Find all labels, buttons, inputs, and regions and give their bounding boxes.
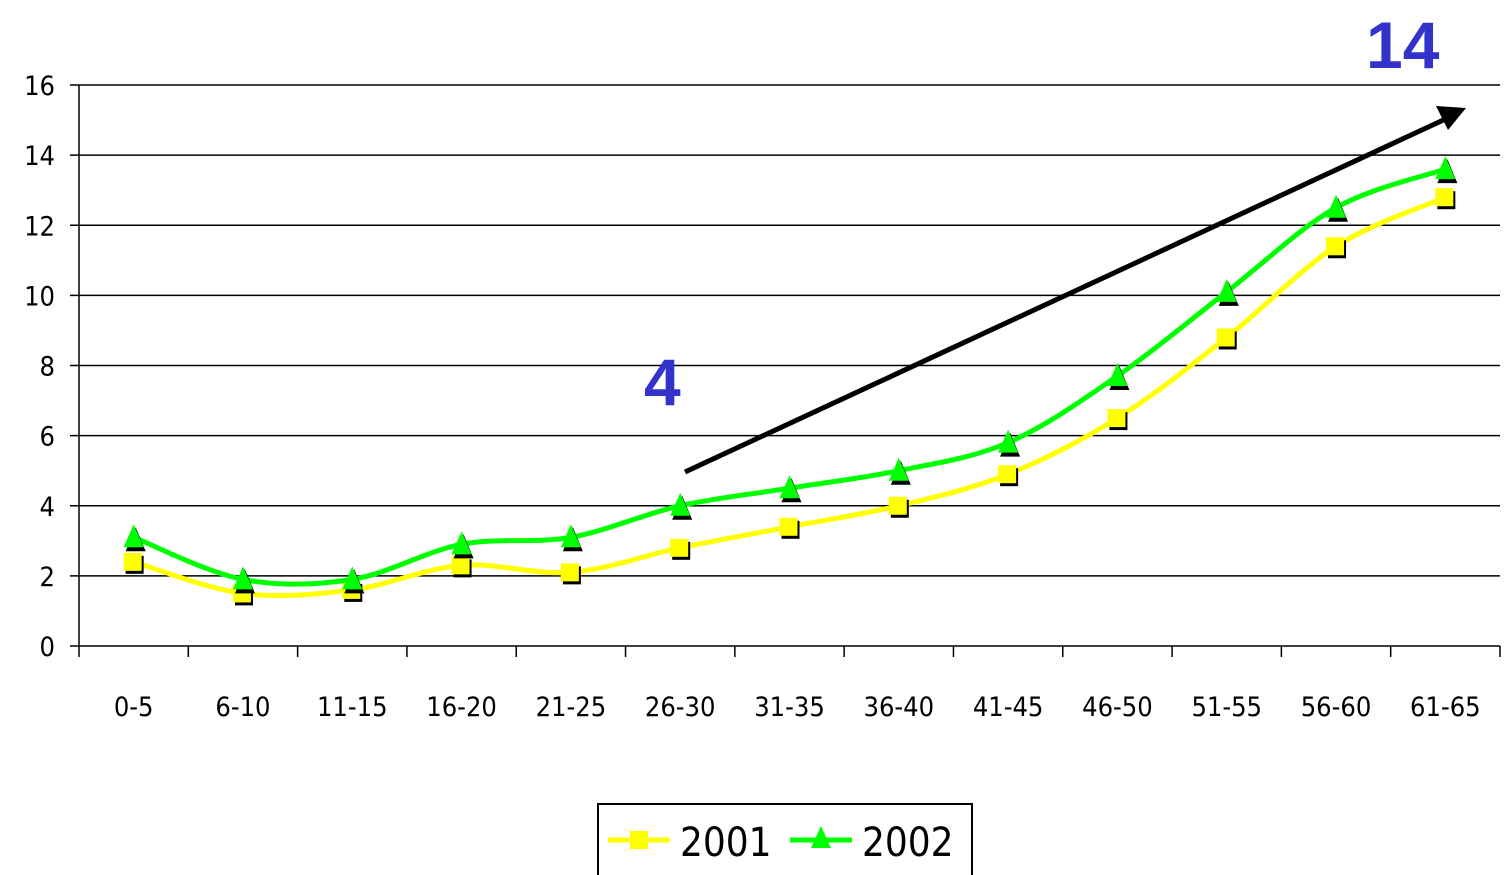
x-tick-label: 0-5 [114, 692, 154, 723]
data-point-2001-56-60 [1326, 237, 1347, 259]
data-point-2002-6-10 [232, 566, 255, 594]
marker-triangle [560, 524, 581, 548]
x-tick-label: 61-65 [1410, 692, 1481, 723]
data-point-2001-36-40 [888, 496, 909, 518]
data-point-2001-46-50 [1107, 409, 1128, 431]
marker-triangle [670, 492, 691, 516]
y-tick-label: 2 [40, 562, 55, 593]
marker-square [560, 563, 579, 582]
marker-triangle [1216, 278, 1237, 302]
legend-marker-2002 [811, 826, 831, 848]
data-point-2001-61-65 [1435, 188, 1456, 210]
marker-triangle [1326, 194, 1347, 218]
marker-square [451, 556, 470, 575]
data-point-2001-0-5 [123, 552, 144, 574]
data-point-2002-36-40 [888, 457, 911, 485]
data-point-2002-41-45 [998, 429, 1021, 457]
marker-triangle [342, 566, 363, 590]
data-point-2002-16-20 [451, 531, 474, 559]
marker-triangle [1107, 363, 1128, 387]
data-point-2002-56-60 [1326, 194, 1349, 222]
data-point-2001-21-25 [560, 563, 581, 585]
y-tick-label: 4 [40, 492, 55, 523]
data-point-2001-41-45 [998, 465, 1019, 487]
x-tick-label: 31-35 [754, 692, 825, 723]
series-group [123, 156, 1458, 606]
x-tick-label: 51-55 [1191, 692, 1262, 723]
marker-square [123, 552, 142, 571]
x-tick-label: 16-20 [426, 692, 497, 723]
marker-triangle [888, 457, 909, 481]
x-tick-label: 11-15 [317, 692, 388, 723]
marker-square [1107, 409, 1126, 428]
legend-marker-2001 [630, 831, 648, 849]
marker-triangle [779, 475, 800, 499]
marker-triangle [1435, 156, 1456, 180]
x-tick-label: 26-30 [645, 692, 716, 723]
x-tick-label: 46-50 [1082, 692, 1153, 723]
marker-square [670, 538, 689, 557]
marker-square [998, 465, 1017, 484]
x-tick-label: 56-60 [1301, 692, 1372, 723]
axes: 0 2 4 6 8 10 12 14 16 0-5 6-10 11-15 16-20 21-25 26-30… [24, 71, 1501, 723]
trend-arrow [683, 113, 1454, 475]
data-point-2001-51-55 [1216, 328, 1237, 350]
trend-arrow-head [1436, 106, 1466, 130]
x-tick-label: 6-10 [215, 692, 270, 723]
marker-square [779, 517, 798, 536]
annotations: 4 14 [644, 8, 1466, 475]
data-point-2001-26-30 [670, 538, 691, 560]
data-point-2001-16-20 [451, 556, 472, 578]
y-tick-label: 12 [24, 211, 55, 242]
annotation-start-value: 4 [644, 345, 681, 419]
marker-triangle [123, 524, 144, 548]
marker-square [888, 496, 907, 515]
marker-triangle [998, 429, 1019, 453]
legend-label-2002: 2002 [862, 820, 954, 866]
y-tick-label: 16 [24, 71, 55, 102]
legend: 2001 2002 [597, 803, 973, 875]
marker-square [1435, 188, 1454, 207]
data-point-2002-51-55 [1216, 278, 1239, 306]
y-tick-label: 8 [40, 352, 55, 383]
data-point-2002-26-30 [670, 492, 693, 520]
x-tick-label: 21-25 [536, 692, 607, 723]
data-point-2002-0-5 [123, 524, 146, 552]
data-point-2002-11-15 [342, 566, 365, 594]
y-tick-label: 0 [40, 632, 55, 663]
legend-label-2001: 2001 [680, 820, 772, 866]
y-tick-label: 14 [24, 141, 55, 172]
annotation-end-value: 14 [1366, 8, 1440, 82]
marker-square [1216, 328, 1235, 347]
marker-square [1326, 237, 1345, 256]
gridlines [79, 84, 1500, 577]
y-tick-label: 10 [24, 281, 55, 312]
marker-triangle [232, 566, 253, 590]
y-tick-label: 6 [40, 422, 55, 453]
data-point-2002-31-35 [779, 475, 802, 503]
data-point-2001-31-35 [779, 517, 800, 539]
data-point-2002-21-25 [560, 524, 583, 552]
x-tick-label: 36-40 [864, 692, 935, 723]
data-point-2002-46-50 [1107, 363, 1130, 391]
data-point-2002-61-65 [1435, 156, 1458, 184]
marker-triangle [451, 531, 472, 555]
x-tick-label: 41-45 [973, 692, 1044, 723]
